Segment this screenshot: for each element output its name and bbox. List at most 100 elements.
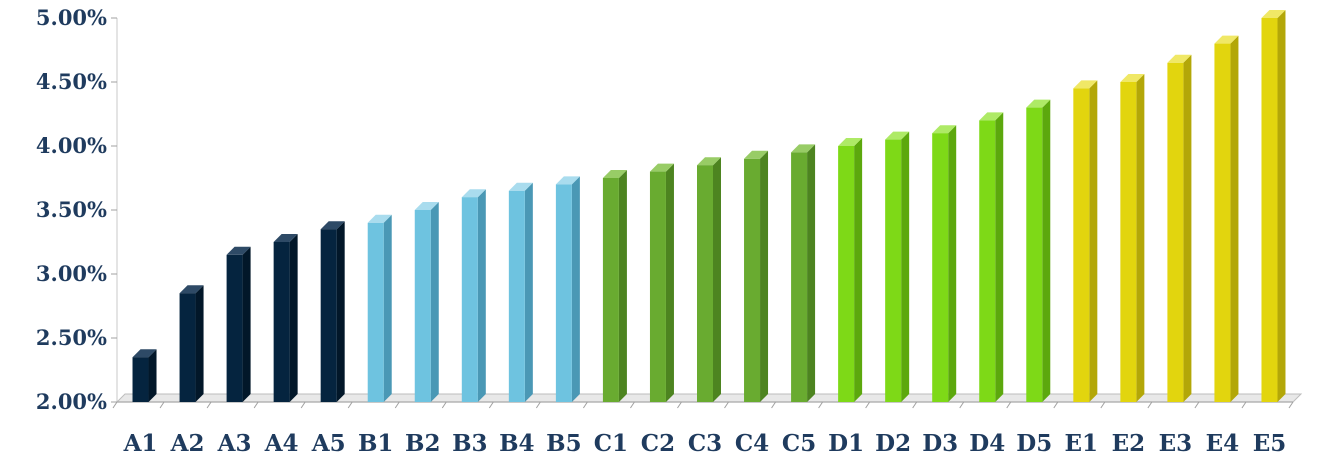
x-tick-label: D5 (1016, 430, 1052, 457)
x-tick-label: C3 (688, 430, 722, 457)
x-tick-label: D4 (969, 430, 1005, 457)
x-tick-mark (488, 401, 494, 409)
x-tick-label: B1 (358, 430, 393, 457)
y-tick-label: 2.50% (36, 325, 107, 350)
bar-a2 (179, 285, 204, 402)
y-tick-label: 3.00% (36, 261, 107, 286)
x-tick-mark (347, 401, 353, 409)
bar-e4 (1214, 35, 1239, 402)
bar-side (1183, 54, 1192, 403)
x-tick-mark (300, 401, 306, 409)
x-tick-mark (912, 401, 918, 409)
bar-e3 (1167, 54, 1192, 403)
bar-c2 (649, 163, 674, 402)
x-tick-mark (1053, 401, 1059, 409)
bar-d2 (885, 131, 910, 402)
bar-front (697, 165, 713, 402)
bar-front (791, 152, 808, 402)
bar-side (477, 189, 486, 402)
bar-front (1167, 62, 1184, 403)
bar-front (1026, 107, 1043, 402)
y-axis: 2.00% 2.50% 3.00% 3.50% 4.00% 4.50% 5.00% (36, 5, 118, 414)
bar-top (273, 234, 298, 242)
bar-side (1089, 80, 1098, 403)
bar-side (148, 349, 157, 402)
bar-a1 (132, 349, 157, 402)
x-tick-label: E3 (1159, 430, 1193, 457)
bar-top (367, 214, 392, 223)
x-tick-mark (1288, 401, 1294, 409)
bar-front (885, 139, 902, 402)
x-tick-mark (159, 401, 165, 409)
x-tick-mark (1241, 401, 1247, 409)
x-tick-mark (253, 401, 259, 409)
bar-c1 (602, 170, 627, 402)
x-tick-label: D1 (828, 430, 864, 457)
bar-top (555, 176, 580, 185)
bar-d5 (1026, 99, 1051, 402)
bar-side (854, 138, 863, 402)
bar-front (555, 184, 572, 402)
bar-top (414, 202, 439, 210)
bar-top (838, 138, 863, 146)
bar-front (838, 146, 855, 402)
bar-side (995, 112, 1004, 403)
bar-front (132, 357, 149, 402)
bar-top (132, 349, 157, 358)
bar-front (649, 171, 666, 402)
x-tick-mark (535, 401, 541, 409)
bar-front (979, 120, 996, 403)
x-tick-mark (441, 401, 447, 409)
y-tick-label: 4.50% (36, 69, 107, 94)
x-tick-label: E1 (1065, 430, 1099, 457)
bar-top (697, 157, 721, 166)
bar-top (885, 131, 910, 140)
bar-c5 (791, 144, 816, 402)
bar-b2 (414, 202, 439, 402)
x-tick-label: C5 (782, 430, 816, 457)
bar-a4 (273, 234, 298, 402)
x-tick-mark (959, 401, 965, 409)
bar-side (713, 157, 721, 402)
bar-front (273, 242, 290, 402)
x-tick-label: B4 (499, 430, 534, 457)
bar-side (383, 214, 392, 402)
bar-top (744, 150, 769, 159)
bar-top (1026, 99, 1051, 108)
bar-e2 (1120, 74, 1145, 402)
bar-top (508, 182, 533, 191)
bar-side (1136, 74, 1145, 402)
bar-front (508, 190, 525, 402)
bar-top (791, 144, 816, 153)
bar-side (195, 285, 204, 402)
bar-front (932, 133, 949, 402)
bar-side (807, 144, 816, 402)
bars (132, 10, 1286, 403)
x-tick-label: A1 (123, 430, 158, 457)
bar-top (1073, 80, 1098, 89)
bar-front (367, 222, 384, 402)
bar-side (901, 131, 910, 402)
bar-front (602, 178, 619, 402)
y-tick-label: 3.50% (36, 197, 107, 222)
bar-front (1073, 88, 1090, 403)
bar-top (1214, 35, 1239, 44)
bar-side (760, 150, 769, 402)
x-axis: A1 A2 A3 A4 A5 B1 B2 B3 B4 B5 C1 C2 C3 C4 C5 D1 D2 D3 D4 D5… (112, 401, 1294, 457)
x-tick-label: E4 (1206, 430, 1240, 457)
x-tick-mark (818, 401, 824, 409)
bar-c3 (697, 157, 721, 402)
bar-e5 (1261, 10, 1286, 402)
bar-side (430, 202, 439, 402)
x-tick-mark (112, 401, 118, 409)
bar-d1 (838, 138, 863, 402)
bar-front (414, 210, 431, 402)
bar-b3 (461, 189, 486, 402)
bar-b1 (367, 214, 392, 402)
bar-c4 (744, 150, 769, 402)
x-tick-label: B3 (452, 430, 487, 457)
x-tick-mark (394, 401, 400, 409)
bar-front (744, 158, 761, 402)
x-tick-label: E2 (1112, 430, 1146, 457)
x-tick-mark (1100, 401, 1106, 409)
